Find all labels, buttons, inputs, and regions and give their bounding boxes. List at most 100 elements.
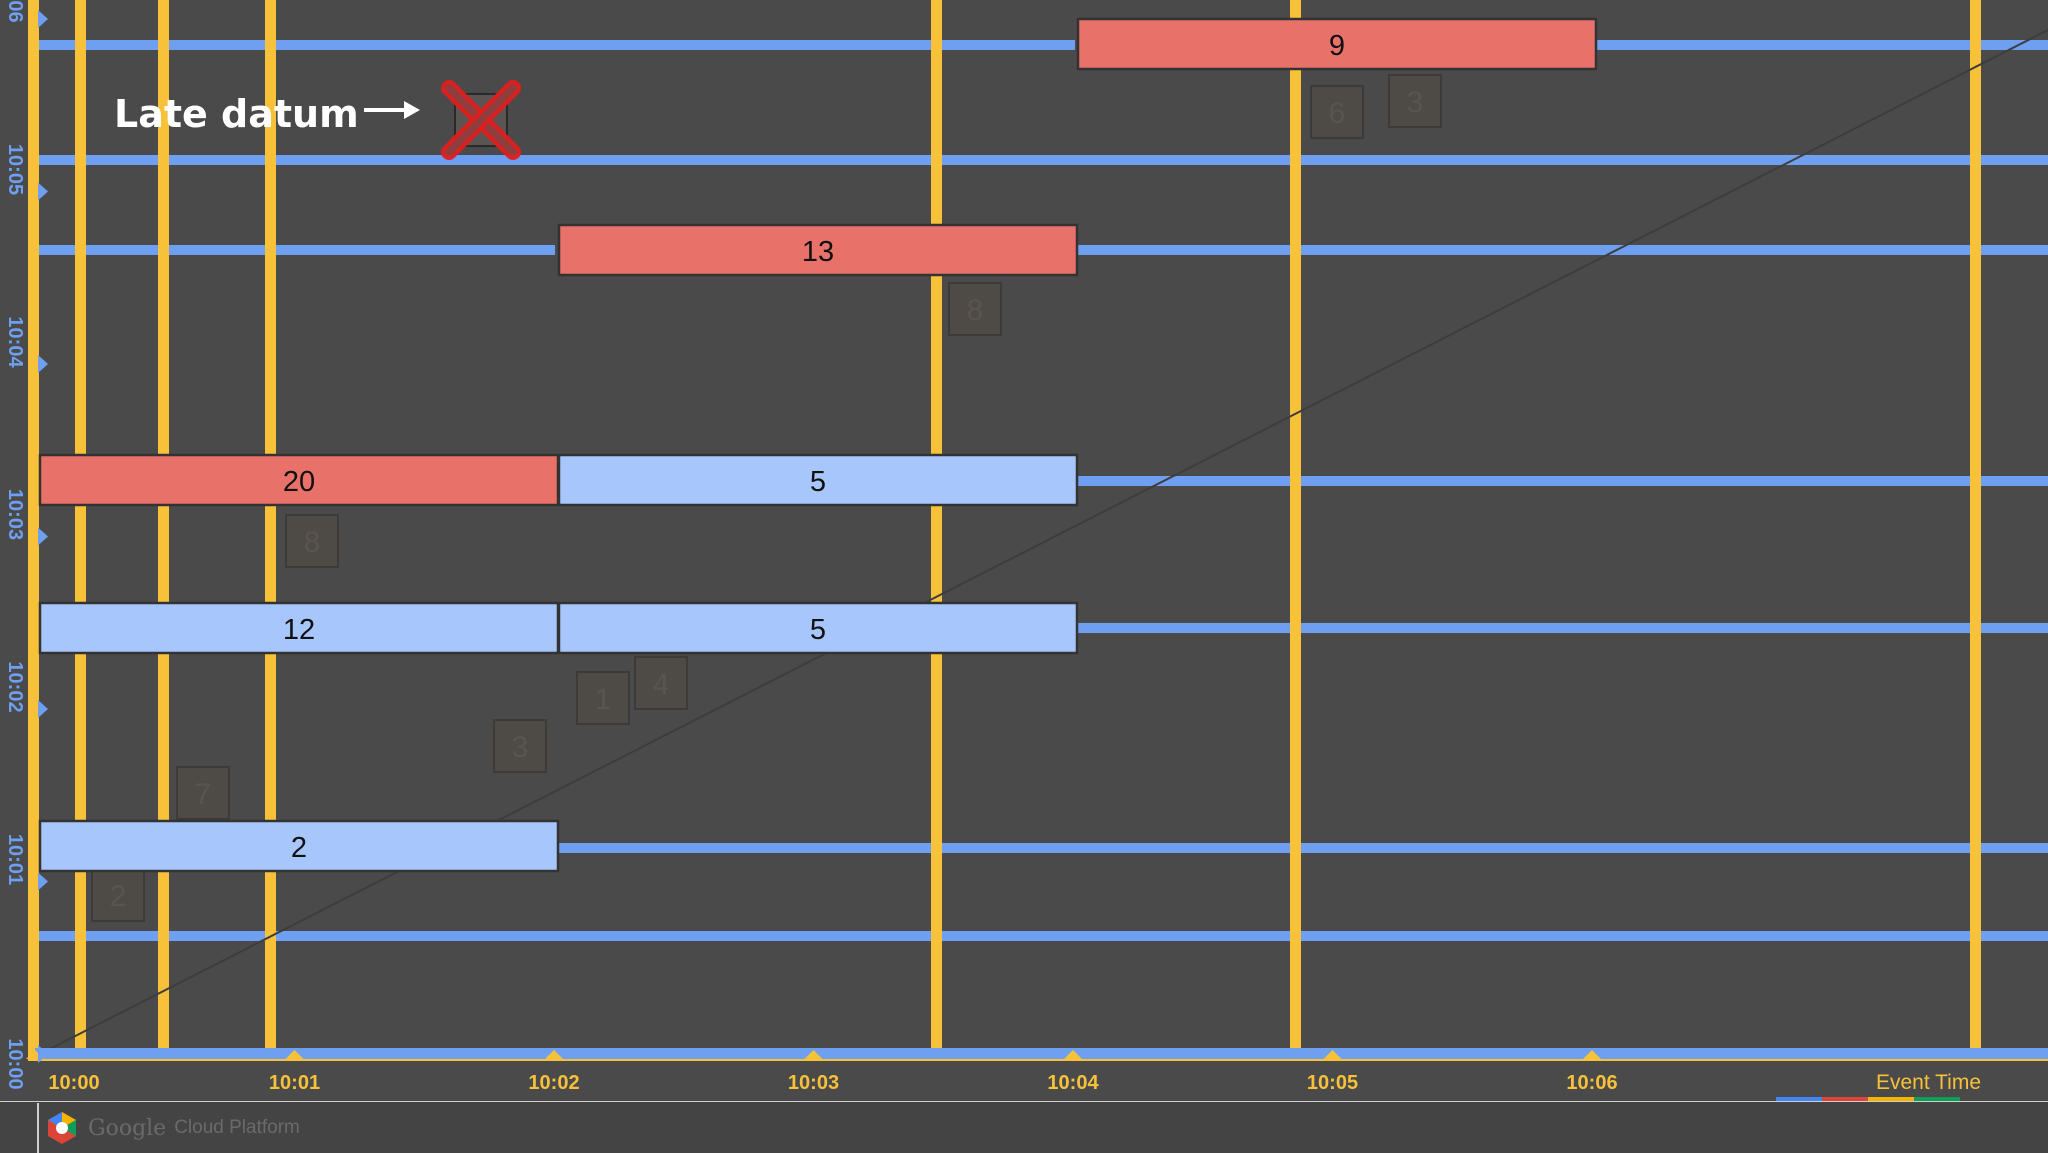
watermark-line-1 [75, 0, 86, 1061]
y-tick-mark [38, 1045, 48, 1063]
footer-axis-divider [37, 1103, 39, 1153]
y-tick-label: 10:01 [4, 834, 26, 885]
processing-time-axis: 10:00 10:01 10:02 10:03 10:04 10:05 10:06 [4, 0, 48, 1090]
y-tick-label: 10:02 [4, 661, 26, 712]
processing-line-2 [555, 843, 2048, 853]
processing-line-6 [35, 155, 2048, 165]
color-legend-bar [1776, 1097, 1960, 1102]
cloud-platform-logo-icon [48, 1112, 76, 1144]
y-tick-mark [38, 872, 48, 891]
late-datum-marker: 5 [441, 80, 521, 160]
legend-green [1914, 1097, 1960, 1102]
x-tick-label: 10:01 [269, 1072, 320, 1094]
watermark-line-3 [265, 0, 276, 1061]
pane-box-on-time [557, 601, 1079, 655]
pane-box-on-time [38, 601, 560, 655]
pane-value: 5 [810, 614, 826, 646]
x-tick-mark [1064, 1050, 1082, 1059]
brand-name: Google [88, 1115, 167, 1141]
x-tick-label: 10:04 [1047, 1072, 1099, 1094]
legend-yellow [1868, 1097, 1914, 1102]
event-time-axis: 10:00 10:01 10:02 10:03 10:04 10:05 10:06 [26, 1048, 2048, 1094]
processing-line-7 [1594, 40, 2048, 50]
x-axis-rule [35, 1059, 2048, 1061]
y-tick-label: 10:05 [4, 144, 26, 195]
faded-datum-value: 3 [512, 731, 529, 764]
faded-datum-box [285, 514, 339, 568]
processing-line-seg-2 [35, 40, 1075, 50]
faded-datum-value: 1 [595, 683, 612, 716]
faded-datum-box [948, 282, 1002, 336]
ideal-diagonal [39, 29, 2048, 1055]
processing-line-5 [1074, 245, 2048, 255]
faded-datum-box [1310, 85, 1364, 139]
processing-line-4 [1074, 476, 2048, 486]
watermark-lines [28, 0, 2048, 1061]
y-tick-mark [38, 527, 48, 546]
faded-datum-box [91, 868, 145, 922]
x-tick-mark [545, 1050, 563, 1059]
right-arrow-icon [364, 101, 420, 119]
pane-value: 5 [810, 466, 826, 498]
y-tick-mark [38, 182, 48, 201]
pane-value: 9 [1329, 30, 1345, 62]
pane-box-on-time [557, 453, 1079, 507]
pane-value: 12 [283, 614, 315, 646]
late-datum-label: Late datum [114, 92, 359, 136]
watermark-line-5 [1290, 0, 1301, 1061]
faded-datum-value: 8 [967, 294, 984, 327]
faded-datum-value: 2 [110, 880, 127, 913]
faded-datum-box [1388, 74, 1442, 128]
x-tick-mark [804, 1050, 823, 1059]
processing-line-1 [35, 931, 2048, 941]
faded-datum-box [493, 719, 547, 773]
y-tick-label: 10:04 [4, 316, 26, 368]
faded-datum-box [176, 766, 230, 820]
cross-mark-inner [445, 84, 517, 156]
y-tick-label: 10:06 [4, 0, 26, 23]
faded-datum-box [634, 656, 688, 710]
pane-value: 2 [291, 832, 307, 864]
x-tick-label: 10:03 [788, 1072, 839, 1094]
x-axis-baseline [35, 1048, 2048, 1059]
y-tick-mark [38, 10, 48, 28]
pane-value: 13 [802, 236, 834, 268]
y-tick-label: 10:03 [4, 489, 26, 540]
pane-box-on-time [38, 819, 560, 873]
y-tick-mark [38, 700, 48, 718]
x-tick-label: 10:05 [1307, 1072, 1358, 1094]
pane-box-late [38, 453, 560, 507]
x-tick-mark [1583, 1050, 1601, 1059]
footer [0, 1102, 2048, 1153]
faded-datum-value: 8 [304, 526, 321, 559]
processing-line-3 [1074, 623, 2048, 633]
faded-datum-box [576, 671, 630, 725]
pane-box-late [1076, 17, 1598, 71]
brand: Google Cloud Platform [44, 1112, 300, 1144]
pane-box-late [557, 223, 1079, 277]
legend-blue [1776, 1097, 1822, 1102]
watermark-line-4 [931, 0, 942, 1061]
x-tick-label: 10:06 [1566, 1072, 1617, 1094]
x-tick-label: 10:00 [48, 1072, 99, 1094]
watermark-line-2 [158, 0, 169, 1061]
watermark-line-6 [1970, 0, 1981, 1061]
faded-datum-value: 6 [1329, 97, 1346, 130]
x-axis-label: Event Time [1875, 1071, 1981, 1094]
faded-datum-value: 4 [653, 668, 670, 701]
processing-line-seg-1 [35, 245, 555, 255]
x-tick-label: 10:02 [528, 1072, 579, 1094]
faded-datum-value: 7 [195, 778, 212, 811]
y-tick-label: 10:00 [4, 1038, 26, 1089]
x-tick-mark [285, 1050, 304, 1059]
faded-datum-value: 3 [1407, 86, 1424, 119]
watermark-line-0 [28, 0, 39, 1061]
legend-red [1822, 1097, 1868, 1102]
brand-product: Cloud Platform [174, 1117, 300, 1138]
y-tick-mark [38, 355, 48, 373]
pane-value: 20 [283, 466, 315, 498]
faded-data-points: 2 7 3 1 4 8 8 6 3 [91, 74, 1442, 922]
x-tick-mark [1323, 1050, 1342, 1059]
